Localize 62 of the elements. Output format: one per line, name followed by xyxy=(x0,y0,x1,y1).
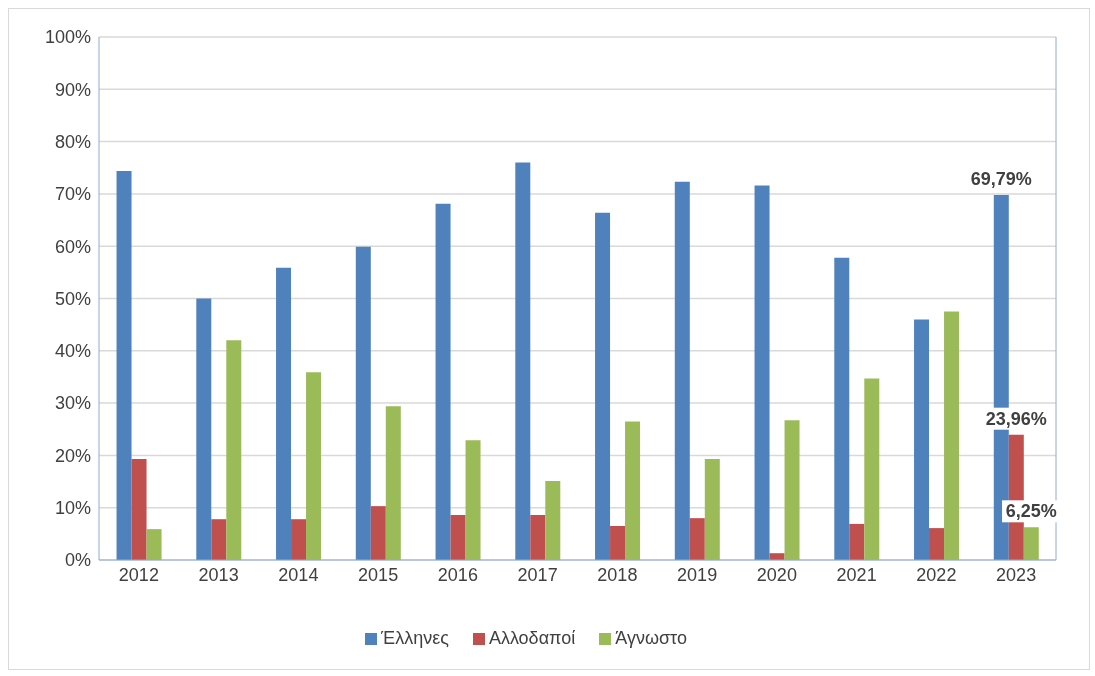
bar xyxy=(704,459,720,560)
bar xyxy=(610,526,626,560)
legend-label: Αλλοδαποί xyxy=(488,628,576,648)
y-tick-label: 20% xyxy=(54,445,91,466)
bar xyxy=(146,529,162,560)
bar xyxy=(435,203,451,560)
bar xyxy=(944,311,960,560)
bar xyxy=(355,246,371,560)
bar xyxy=(929,528,945,560)
bar xyxy=(754,185,770,560)
bar xyxy=(291,519,307,560)
bar xyxy=(914,319,930,560)
bar xyxy=(131,459,147,560)
y-tick-label: 100% xyxy=(44,27,91,48)
bar xyxy=(530,515,546,560)
legend-label: Άγνωστο xyxy=(615,628,687,648)
bar xyxy=(385,406,401,560)
bar xyxy=(625,421,641,560)
data-label: 69,79% xyxy=(970,169,1032,189)
x-tick-label: 2016 xyxy=(437,564,478,585)
bar xyxy=(595,212,611,560)
bar xyxy=(226,340,242,560)
bar xyxy=(849,523,865,560)
x-tick-label: 2012 xyxy=(118,564,159,585)
x-tick-label: 2019 xyxy=(677,564,718,585)
bar xyxy=(465,440,481,560)
y-tick-label: 60% xyxy=(54,236,91,257)
legend-label: Έλληνες xyxy=(381,628,449,648)
bar xyxy=(545,481,561,560)
x-tick-label: 2022 xyxy=(916,564,957,585)
y-tick-label: 80% xyxy=(54,131,91,152)
y-tick-label: 0% xyxy=(64,550,91,571)
x-tick-label: 2015 xyxy=(358,564,399,585)
bar xyxy=(864,378,880,560)
y-tick-label: 70% xyxy=(54,184,91,205)
bar xyxy=(674,181,690,560)
y-tick-label: 90% xyxy=(54,79,91,100)
x-tick-label: 2014 xyxy=(278,564,319,585)
y-tick-label: 40% xyxy=(54,341,91,362)
x-tick-label: 2013 xyxy=(198,564,239,585)
x-tick-label: 2021 xyxy=(836,564,877,585)
bar xyxy=(689,518,705,560)
bar xyxy=(370,506,386,560)
bar xyxy=(306,372,322,560)
data-label: 23,96% xyxy=(985,408,1047,429)
bar xyxy=(211,519,227,560)
x-tick-label: 2017 xyxy=(517,564,558,585)
bar xyxy=(515,162,531,560)
bar xyxy=(1023,527,1039,560)
x-tick-label: 2018 xyxy=(597,564,638,585)
x-tick-label: 2023 xyxy=(996,564,1037,585)
y-tick-label: 30% xyxy=(54,393,91,414)
bar xyxy=(116,170,132,560)
data-label: 6,25% xyxy=(1005,501,1057,522)
bar xyxy=(834,257,850,560)
bar xyxy=(450,515,466,560)
bar xyxy=(276,267,292,560)
y-tick-label: 10% xyxy=(54,498,91,519)
bar xyxy=(784,420,800,560)
x-tick-label: 2020 xyxy=(756,564,797,585)
y-tick-label: 50% xyxy=(54,288,91,309)
bar xyxy=(196,298,212,560)
